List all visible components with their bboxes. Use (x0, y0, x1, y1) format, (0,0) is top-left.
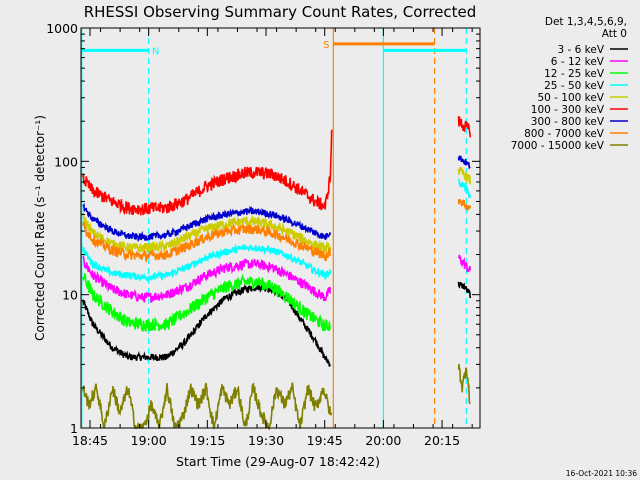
x-tick-label: 20:15 (424, 433, 460, 448)
series-line-50-100-kev (82, 212, 332, 254)
legend-label-25-50-kev: 25 - 50 keV (544, 80, 605, 92)
series-line-3-6-kev-late (457, 281, 471, 299)
x-tick-label: 19:15 (189, 433, 225, 448)
series-line-6-12-kev (82, 255, 332, 303)
series-line-100-300-kev-late (457, 116, 471, 138)
y-tick-label: 1000 (46, 21, 78, 36)
flag-label-n: N (152, 46, 159, 57)
legend-label-3-6-kev: 3 - 6 keV (557, 44, 604, 56)
series-line-300-800-kev-late (457, 155, 471, 170)
series-line-300-800-kev (82, 202, 332, 243)
legend-header-line-2: Att 0 (602, 28, 627, 40)
x-tick-label: 18:45 (72, 433, 108, 448)
observing-flags: NS (81, 28, 467, 428)
y-axis-label: Corrected Count Rate (s⁻¹ detector⁻¹) (33, 115, 47, 341)
generated-timestamp: 16-Oct-2021 10:36 (566, 469, 637, 478)
legend-label-800-7000-kev: 800 - 7000 keV (524, 128, 605, 140)
series-line-7000-15000-kev (82, 382, 333, 431)
series-line-100-300-kev (82, 129, 333, 216)
series-line-6-12-kev-late (457, 254, 471, 273)
x-tick-label: 19:00 (131, 433, 167, 448)
y-tick-label: 100 (54, 154, 78, 169)
legend-header-line-1: Det 1,3,4,5,6,9, (545, 16, 627, 28)
plot-frame (80, 27, 481, 429)
x-tick-label: 19:45 (307, 433, 343, 448)
y-tick-label: 10 (62, 288, 78, 303)
legend-label-7000-15000-kev: 7000 - 15000 keV (511, 140, 605, 152)
series-line-12-25-kev (82, 273, 331, 333)
x-axis-label: Start Time (29-Aug-07 18:42:42) (176, 454, 380, 469)
x-tick-label: 20:00 (365, 433, 401, 448)
series-layer (82, 116, 471, 431)
legend-label-50-100-kev: 50 - 100 keV (537, 92, 604, 104)
axes: 18:45 19:00 19:15 19:30 19:45 20:00 20:15 1 10 10… (46, 21, 481, 448)
flag-label-s: S (323, 40, 329, 51)
series-line-7000-15000-kev-late (457, 363, 471, 405)
series-line-800-7000-kev (82, 221, 332, 263)
series-line-800-7000-kev-late (457, 198, 471, 211)
series-line-25-50-kev (82, 243, 332, 283)
legend-label-300-800-kev: 300 - 800 keV (531, 116, 605, 128)
series-line-25-50-kev-late (458, 178, 471, 199)
legend-label-12-25-kev: 12 - 25 keV (544, 68, 605, 80)
x-tick-label: 19:30 (248, 433, 284, 448)
series-line-50-100-kev-late (457, 166, 471, 185)
legend-label-6-12-kev: 6 - 12 keV (551, 56, 605, 68)
y-tick-label: 1 (70, 421, 78, 436)
legend-label-100-300-kev: 100 - 300 keV (531, 104, 605, 116)
chart-title: RHESSI Observing Summary Count Rates, Co… (84, 3, 477, 21)
